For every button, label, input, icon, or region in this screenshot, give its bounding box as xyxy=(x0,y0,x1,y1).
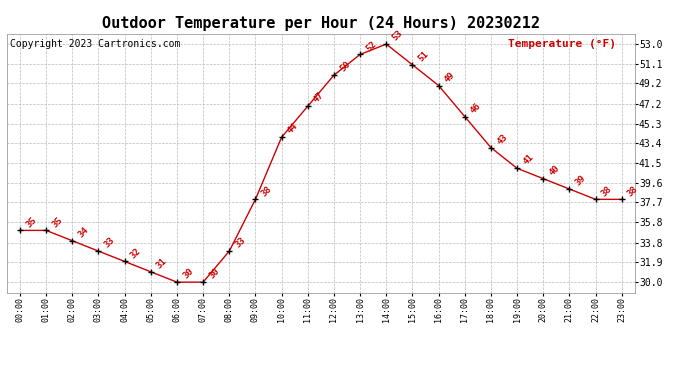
Text: 52: 52 xyxy=(364,39,378,53)
Text: 33: 33 xyxy=(233,236,248,250)
Text: 40: 40 xyxy=(547,163,562,177)
Text: 38: 38 xyxy=(600,184,613,198)
Text: 35: 35 xyxy=(50,215,64,229)
Text: 53: 53 xyxy=(391,29,404,43)
Text: 31: 31 xyxy=(155,256,169,270)
Text: Copyright 2023 Cartronics.com: Copyright 2023 Cartronics.com xyxy=(10,39,180,49)
Text: 38: 38 xyxy=(259,184,273,198)
Text: Temperature (°F): Temperature (°F) xyxy=(508,39,616,49)
Text: 39: 39 xyxy=(573,174,587,188)
Text: 46: 46 xyxy=(469,101,483,115)
Text: 47: 47 xyxy=(312,91,326,105)
Text: 50: 50 xyxy=(338,60,352,74)
Text: 30: 30 xyxy=(181,267,195,281)
Text: 33: 33 xyxy=(103,236,117,250)
Text: 44: 44 xyxy=(286,122,299,136)
Text: 32: 32 xyxy=(129,246,143,260)
Title: Outdoor Temperature per Hour (24 Hours) 20230212: Outdoor Temperature per Hour (24 Hours) … xyxy=(102,16,540,31)
Text: 51: 51 xyxy=(417,50,431,63)
Text: 30: 30 xyxy=(207,267,221,281)
Text: 43: 43 xyxy=(495,132,509,146)
Text: 34: 34 xyxy=(77,225,90,239)
Text: 41: 41 xyxy=(521,153,535,167)
Text: 38: 38 xyxy=(626,184,640,198)
Text: 35: 35 xyxy=(24,215,38,229)
Text: 49: 49 xyxy=(443,70,457,84)
